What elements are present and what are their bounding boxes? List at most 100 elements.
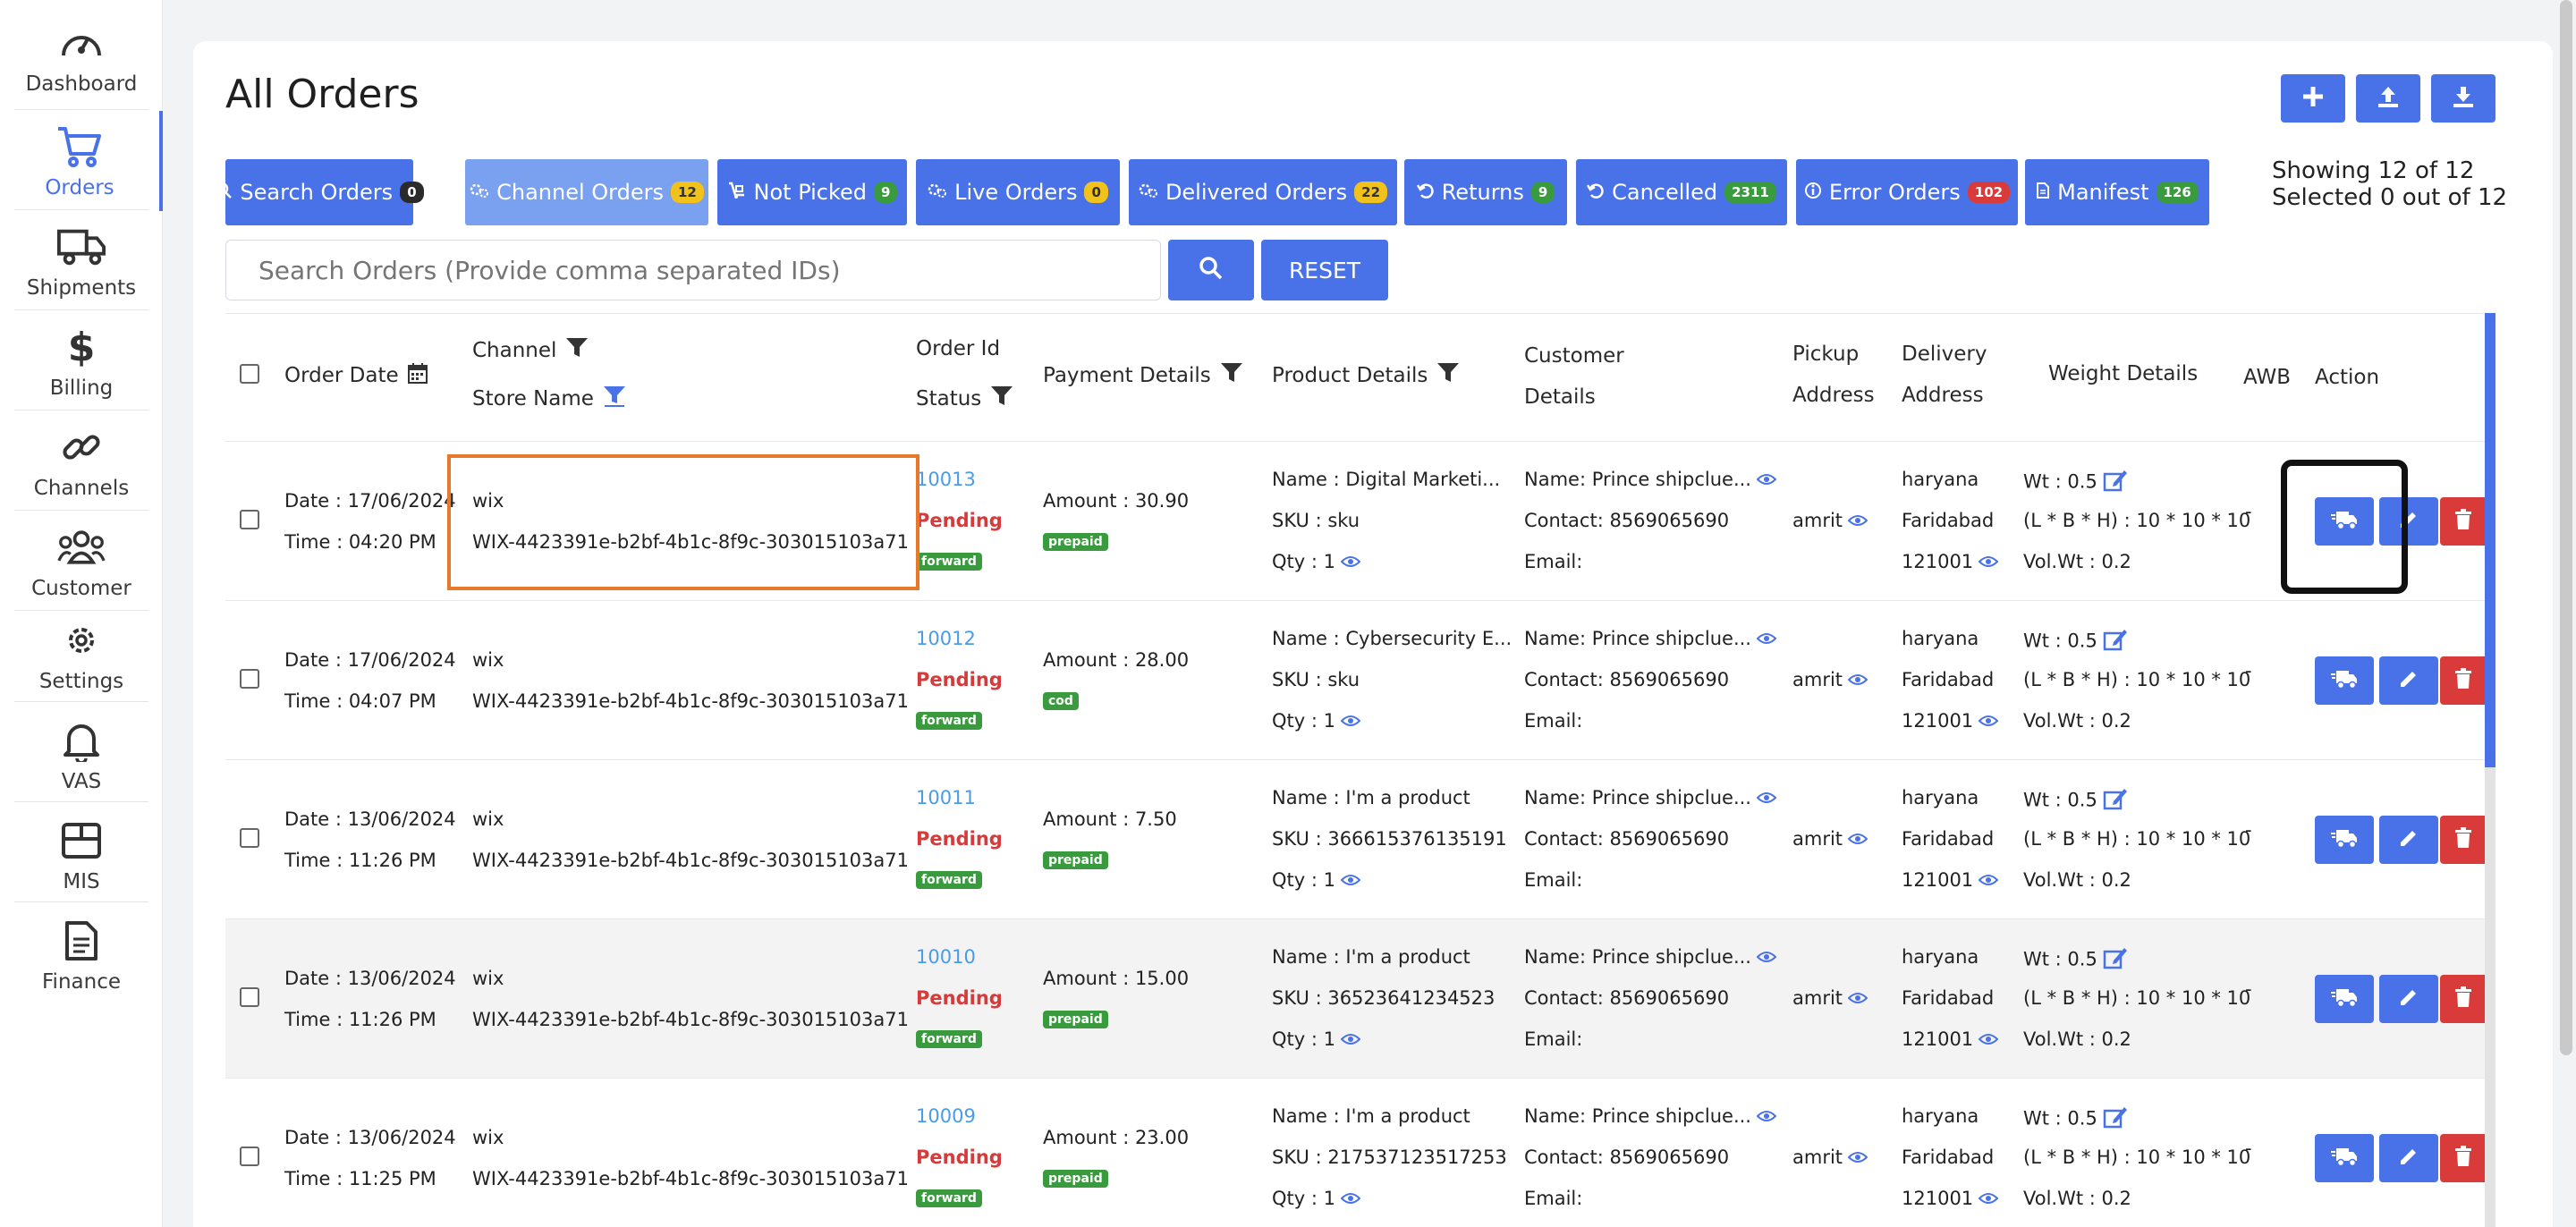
upload-button[interactable] [2356, 74, 2420, 123]
search-button[interactable] [1168, 240, 1254, 300]
edit-order-button[interactable] [2379, 816, 2438, 864]
tab-label: Channel Orders [496, 180, 664, 205]
tab-manifest[interactable]: Manifest 126 [2025, 159, 2209, 225]
edit-icon[interactable] [2103, 1105, 2128, 1133]
ship-button[interactable] [2315, 497, 2374, 546]
order-id-link[interactable]: 10010 [916, 946, 976, 968]
customer-email: Email: [1524, 710, 1583, 732]
eye-icon[interactable] [1978, 1029, 1999, 1051]
tab-not-picked[interactable]: Not Picked 9 [717, 159, 907, 225]
eye-icon[interactable] [1340, 711, 1361, 732]
tab-search-orders[interactable]: Search Orders 0 [216, 159, 424, 225]
sidebar-item-finance[interactable]: Finance [0, 905, 163, 1005]
sidebar-item-shipments[interactable]: Shipments [0, 211, 163, 311]
ship-button[interactable] [2315, 975, 2374, 1023]
filter-icon[interactable] [1436, 362, 1460, 389]
sidebar-item-label: Settings [38, 670, 124, 693]
table-row[interactable]: Date : 17/06/2024 Time : 04:20 PM wix WI… [225, 442, 2487, 601]
tab-returns[interactable]: Returns 9 [1404, 159, 1567, 225]
reset-button[interactable]: RESET [1261, 240, 1388, 300]
sidebar-item-billing[interactable]: $ Billing [0, 311, 163, 411]
ship-button[interactable] [2315, 816, 2374, 864]
pencil-icon [2398, 1146, 2419, 1171]
table-row[interactable]: Date : 17/06/2024 Time : 04:07 PM wix WI… [225, 601, 2487, 760]
eye-icon[interactable] [1756, 629, 1777, 650]
table-scrollbar-thumb[interactable] [2485, 313, 2496, 767]
eye-icon[interactable] [1847, 988, 1868, 1010]
eye-icon[interactable] [1978, 711, 1999, 732]
page-scrollbar[interactable] [2560, 0, 2572, 1055]
edit-icon[interactable] [2103, 628, 2128, 656]
row-checkbox[interactable] [240, 669, 259, 689]
edit-icon[interactable] [2103, 469, 2128, 496]
eye-icon[interactable] [1847, 1147, 1868, 1169]
search-input[interactable] [225, 240, 1161, 300]
table-row[interactable]: Date : 13/06/2024 Time : 11:26 PM wix WI… [225, 760, 2487, 919]
eye-icon[interactable] [1756, 470, 1777, 491]
sidebar-item-dashboard[interactable]: Dashboard [0, 7, 163, 107]
add-order-button[interactable] [2281, 74, 2345, 123]
eye-icon[interactable] [1978, 552, 1999, 573]
eye-icon[interactable] [1847, 511, 1868, 532]
channel: wix [472, 649, 504, 671]
customer-contact: Contact: 8569065690 [1524, 828, 1730, 850]
divider [14, 109, 148, 110]
delete-order-button[interactable] [2440, 816, 2487, 864]
tab-live-orders[interactable]: Live Orders 0 [916, 159, 1120, 225]
eye-icon[interactable] [1756, 788, 1777, 809]
delete-order-button[interactable] [2440, 497, 2487, 546]
download-button[interactable] [2431, 74, 2496, 123]
ship-button[interactable] [2315, 1134, 2374, 1182]
edit-order-button[interactable] [2379, 1134, 2438, 1182]
sidebar-item-mis[interactable]: MIS [0, 805, 163, 905]
eye-icon[interactable] [1756, 1106, 1777, 1128]
select-all-checkbox[interactable] [240, 364, 259, 384]
delivery-state: haryana [1902, 628, 1979, 649]
tab-error-orders[interactable]: Error Orders 102 [1796, 159, 2018, 225]
order-id-link[interactable]: 10012 [916, 628, 976, 649]
edit-icon[interactable] [2103, 787, 2128, 815]
eye-icon[interactable] [1978, 1189, 1999, 1210]
filter-active-icon[interactable] [603, 385, 626, 412]
row-checkbox[interactable] [240, 828, 259, 848]
edit-order-button[interactable] [2379, 975, 2438, 1023]
sidebar-item-settings[interactable]: Settings [0, 605, 163, 705]
table-row[interactable]: Date : 13/06/2024 Time : 11:25 PM wix WI… [225, 1079, 2487, 1227]
sidebar-item-orders[interactable]: Orders [0, 111, 163, 211]
filter-icon[interactable] [990, 385, 1013, 412]
filter-icon[interactable] [1220, 362, 1243, 389]
delete-order-button[interactable] [2440, 1134, 2487, 1182]
delete-order-button[interactable] [2440, 656, 2487, 705]
eye-icon[interactable] [1978, 870, 1999, 892]
eye-icon[interactable] [1756, 947, 1777, 969]
eye-icon[interactable] [1340, 552, 1361, 573]
delete-order-button[interactable] [2440, 975, 2487, 1023]
row-checkbox[interactable] [240, 987, 259, 1007]
order-id-link[interactable]: 10009 [916, 1105, 976, 1127]
eye-icon[interactable] [1340, 870, 1361, 892]
order-id-link[interactable]: 10013 [916, 469, 976, 490]
order-id-link[interactable]: 10011 [916, 787, 976, 808]
edit-order-button[interactable] [2379, 497, 2438, 546]
table-row[interactable]: Date : 13/06/2024 Time : 11:26 PM wix WI… [225, 919, 2487, 1079]
calendar-icon[interactable] [407, 362, 428, 389]
ship-button[interactable] [2315, 656, 2374, 705]
tab-delivered-orders[interactable]: Delivered Orders 22 [1129, 159, 1397, 225]
qty-text: Qty : 1 [1272, 1028, 1335, 1050]
tab-cancelled[interactable]: Cancelled 2311 [1576, 159, 1787, 225]
sidebar-item-customer[interactable]: Customer [0, 512, 163, 612]
divider [14, 510, 148, 511]
eye-icon[interactable] [1340, 1029, 1361, 1051]
row-checkbox[interactable] [240, 510, 259, 529]
sidebar-item-vas[interactable]: VAS [0, 705, 163, 805]
row-checkbox[interactable] [240, 1147, 259, 1166]
sidebar-item-channels[interactable]: Channels [0, 411, 163, 512]
edit-order-button[interactable] [2379, 656, 2438, 705]
edit-icon[interactable] [2103, 946, 2128, 974]
eye-icon[interactable] [1340, 1189, 1361, 1210]
header-delivery-address: Address [1902, 384, 1984, 407]
eye-icon[interactable] [1847, 670, 1868, 691]
filter-icon[interactable] [565, 337, 589, 364]
eye-icon[interactable] [1847, 829, 1868, 850]
tab-channel-orders[interactable]: Channel Orders 12 [465, 159, 708, 225]
